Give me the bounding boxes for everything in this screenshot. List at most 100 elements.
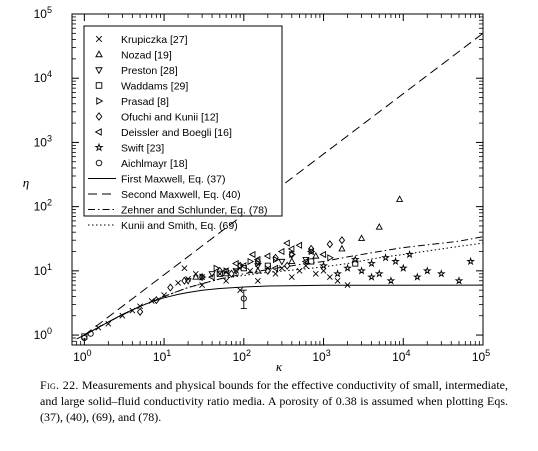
marker-triangle-up [375, 223, 383, 230]
marker-star [405, 249, 414, 259]
y-tick-exponent: 3 [47, 133, 52, 143]
marker-star [454, 276, 464, 285]
legend: Krupiczka [27] Nozad [19] Preston [28] Wadd… [83, 25, 283, 232]
marker-x [105, 320, 112, 327]
marker-diamond [95, 112, 103, 121]
marker-triangle-up [288, 257, 296, 264]
marker-diamond [216, 266, 223, 275]
x-tick-label: 104 [392, 348, 410, 364]
marker-triangle-left [239, 262, 247, 270]
legend-label: Waddams [29] [121, 81, 188, 93]
marker-star [94, 142, 104, 152]
plot-frame [71, 13, 484, 346]
marker-triangle-left [208, 273, 215, 281]
marker-square [216, 270, 223, 277]
legend-label: Deissler and Boegli [16] [121, 127, 232, 139]
marker-star [398, 263, 408, 272]
y-tick-label: 103 [34, 133, 52, 149]
y-tick-label: 105 [34, 5, 52, 21]
legend-label: Swift [23] [121, 143, 164, 155]
marker-x [247, 267, 254, 274]
marker-diamond [288, 250, 295, 259]
marker-square [264, 262, 271, 269]
x-tick-label: 101 [153, 348, 171, 364]
marker-triangle-left [319, 250, 327, 259]
y-tick-label: 102 [34, 198, 52, 214]
legend-box [83, 25, 283, 217]
marker-triangle-left [253, 255, 261, 264]
marker-x [95, 35, 103, 43]
marker-x [254, 277, 261, 284]
y-tick-exponent: 0 [47, 326, 52, 336]
figure-caption: Fig. 22. Measurements and physical bound… [40, 377, 508, 425]
marker-x [119, 312, 126, 319]
marker-x [223, 277, 230, 284]
marker-x [237, 287, 244, 294]
marker-triangle-down [95, 67, 103, 75]
marker-diamond [198, 272, 206, 282]
points-layer [81, 195, 476, 342]
legend-label: Second Maxwell, Eq. (40) [121, 189, 241, 201]
marker-triangle-left [283, 239, 290, 247]
x-axis-label: κ [276, 359, 283, 372]
marker-x [320, 267, 327, 274]
marker-triangle-left [271, 264, 279, 272]
marker-x [148, 298, 155, 304]
x-tick-exponent: 1 [166, 348, 171, 358]
x-tick-exponent: 5 [485, 348, 490, 358]
marker-x [175, 279, 182, 286]
marker-triangle-right [308, 247, 316, 256]
marker-x [288, 274, 295, 280]
legend-label: Kunii and Smith, Eq. (69) [121, 220, 238, 232]
marker-diamond [326, 240, 334, 249]
legend-label: Aichlmayr [18] [121, 158, 188, 170]
figure-label: Fig. 22. [40, 378, 79, 392]
marker-x [334, 277, 341, 284]
legend-label: Ofuchi and Kunii [12] [121, 112, 219, 124]
marker-star [422, 266, 432, 275]
marker-x [272, 270, 279, 277]
marker-triangle-left [232, 259, 239, 268]
y-tick-exponent: 1 [47, 262, 52, 272]
legend-label: First Maxwell, Eq. (37) [121, 174, 225, 186]
x-tick-label: 100 [73, 348, 91, 364]
marker-triangle-left [301, 257, 309, 266]
y-tick-exponent: 5 [47, 5, 52, 15]
marker-triangle-left [222, 267, 229, 275]
marker-star [436, 269, 446, 278]
x-tick-label: 102 [233, 348, 251, 364]
marker-triangle-right [247, 257, 255, 266]
marker-triangle-up [312, 251, 320, 259]
y-tick-label: 100 [34, 326, 52, 342]
marker-triangle-right [255, 259, 262, 268]
legend-label: Nozad [19] [121, 50, 172, 62]
marker-triangle-up [192, 273, 200, 280]
marker-x [344, 282, 351, 289]
curve-zehner-and-schlunder [84, 236, 484, 336]
x-tick-exponent: 3 [326, 348, 331, 358]
marker-x [296, 267, 303, 274]
marker-diamond [284, 261, 291, 270]
marker-star [367, 272, 376, 281]
marker-star [343, 263, 352, 272]
marker-star [386, 276, 396, 285]
marker-triangle-right [96, 97, 104, 105]
marker-diamond [181, 276, 188, 285]
marker-diamond [136, 307, 144, 316]
marker-x [137, 303, 143, 310]
marker-diamond [308, 244, 315, 253]
marker-diamond [272, 253, 279, 262]
marker-triangle-left [248, 250, 256, 259]
marker-x [181, 265, 188, 272]
marker-triangle-down [232, 268, 240, 275]
marker-diamond [338, 236, 346, 245]
y-axis-label: η [23, 175, 29, 190]
marker-x [312, 270, 319, 277]
figure-caption-text: Measurements and physical bounds for the… [40, 378, 509, 424]
marker-triangle-right [327, 254, 334, 262]
marker-triangle-up [396, 195, 404, 202]
marker-triangle-up [95, 50, 103, 58]
marker-diamond [153, 296, 160, 305]
marker-star [333, 269, 342, 278]
